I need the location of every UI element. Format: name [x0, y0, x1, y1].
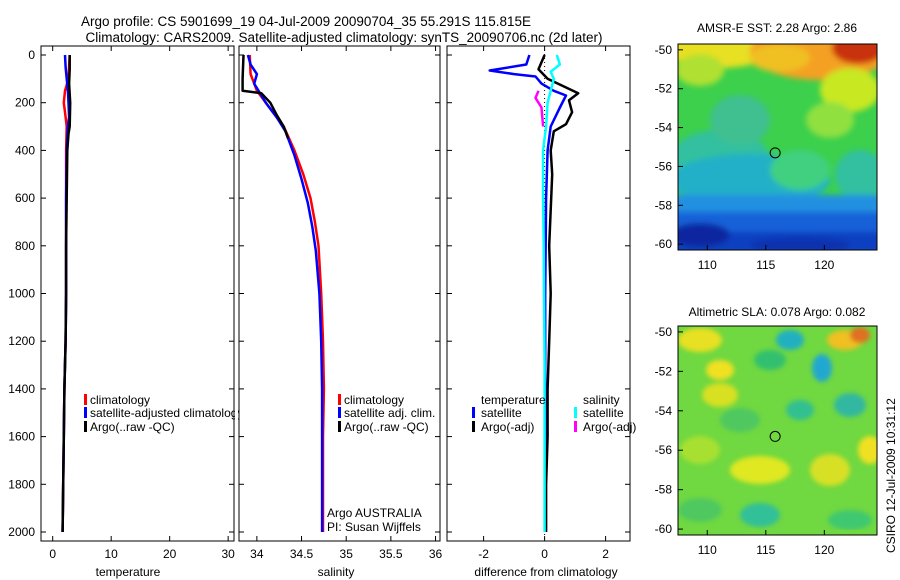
legend-label-sal-satellite: satellite adj. clim. — [344, 406, 435, 420]
map-ytick-label: -56 — [655, 159, 673, 173]
series-line-satellite-adj-clim — [246, 54, 324, 532]
sst-heatmap — [678, 44, 877, 250]
ytick-label: 1800 — [8, 477, 35, 491]
map-xtick-label: 120 — [814, 258, 834, 272]
figure-title-line2: Climatology: CARS2009. Satellite-adjuste… — [85, 30, 602, 45]
map-xtick-label: 110 — [698, 258, 717, 272]
legend-label-argo: Argo(..raw -QC) — [90, 420, 175, 434]
map-xtick-label: 110 — [698, 543, 717, 557]
xtick-label: 35 — [340, 547, 354, 561]
temperature-legend: climatology satellite-adjusted climatolo… — [84, 393, 243, 434]
sst-map-frame — [677, 43, 878, 251]
legend-swatch-sal-satellite — [338, 407, 341, 418]
ytick-label: 1000 — [8, 287, 35, 301]
ytick-label: 0 — [28, 48, 35, 62]
legend-label-climatology: climatology — [90, 393, 150, 407]
ytick-label: 1400 — [8, 382, 35, 396]
legend-swatch-sal-argo — [338, 421, 341, 432]
argo-program-label: Argo AUSTRALIA — [327, 506, 422, 520]
salinity-panel: 34 34.5 35 35.5 36 salinity climatology sate… — [238, 45, 443, 579]
xtick-label: 20 — [163, 547, 177, 561]
salinity-xlabel: salinity — [318, 565, 355, 579]
argo-float-marker-sst — [769, 147, 781, 159]
map-ytick-label: -60 — [655, 237, 673, 251]
difference-legend: temperature satellite Argo(-adj) salinit… — [472, 393, 636, 434]
ytick-label: 800 — [15, 239, 35, 253]
sla-map-title: Altimetric SLA: 0.078 Argo: 0.082 — [689, 305, 866, 319]
xtick-label: 34.5 — [290, 547, 314, 561]
map-ytick-label: -50 — [655, 43, 673, 57]
temperature-panel: 0 10 20 30 0 200 400 600 800 1000 1200 1400 1600 1800… — [8, 45, 243, 579]
map-ytick-label: -58 — [655, 198, 673, 212]
legend-swatch-temp-satellite — [472, 407, 475, 418]
map-ytick-label: -60 — [655, 522, 673, 536]
legend-swatch-sal-argo-diff — [574, 421, 577, 432]
csiro-timestamp: CSIRO 12-Jul-2009 10:31:12 — [884, 398, 898, 553]
salinity-legend: climatology satellite adj. clim. Argo(..… — [338, 393, 435, 434]
ytick-label: 1600 — [8, 430, 35, 444]
xtick-label: 36 — [429, 547, 443, 561]
legend-swatch-satellite-adjusted — [84, 407, 87, 418]
legend-label-temp-argo: Argo(-adj) — [481, 420, 534, 434]
series-line-temperature-satellite — [488, 54, 568, 532]
ytick-label: 1200 — [8, 334, 35, 348]
legend-label-sal-argo: Argo(..raw -QC) — [344, 420, 429, 434]
difference-axes-box — [446, 45, 631, 542]
series-line-salinity-argo-adj — [534, 90, 545, 127]
legend-label-sal-argo-diff: Argo(-adj) — [583, 420, 636, 434]
temperature-xlabel: temperature — [96, 565, 161, 579]
map-ytick-label: -54 — [655, 121, 673, 135]
principal-investigator-label: PI: Susan Wijffels — [327, 520, 421, 534]
map-xtick-label: 115 — [756, 543, 775, 557]
argo-float-marker-sla — [769, 430, 781, 442]
map-ytick-label: -52 — [655, 364, 673, 378]
difference-xlabel: difference from climatology — [474, 565, 617, 579]
salinity-axes-box — [238, 45, 441, 542]
sst-map-title: AMSR-E SST: 2.28 Argo: 2.86 — [697, 21, 857, 35]
xtick-label: -2 — [478, 547, 489, 561]
legend-swatch-temp-argo — [472, 421, 475, 432]
ytick-label: 600 — [15, 191, 35, 205]
ytick-label: 200 — [15, 96, 35, 110]
series-line-argo-raw-qc — [61, 55, 72, 533]
sla-map-frame — [677, 325, 878, 536]
figure-title-line1: Argo profile: CS 5901699_19 04-Jul-2009 … — [81, 14, 531, 29]
series-line-salinity-satellite — [541, 54, 562, 532]
legend-swatch-climatology — [84, 394, 87, 405]
sla-map-panel: Altimetric SLA: 0.078 Argo: 0.082 — [655, 305, 878, 557]
xtick-label: 0 — [541, 547, 548, 561]
xtick-label: 30 — [221, 547, 235, 561]
legend-header-temperature: temperature — [481, 393, 546, 407]
sla-heatmap — [678, 326, 877, 535]
xtick-label: 10 — [105, 547, 119, 561]
xtick-label: 34 — [250, 547, 264, 561]
difference-panel: -2 0 2 difference from climatology tempera… — [446, 45, 636, 579]
legend-swatch-argo — [84, 421, 87, 432]
map-ytick-label: -50 — [655, 325, 673, 339]
legend-label-sal-satellite-diff: satellite — [583, 406, 624, 420]
map-xtick-label: 120 — [814, 543, 834, 557]
legend-label-satellite-adjusted: satellite-adjusted climatology — [90, 406, 243, 420]
sst-map-panel: AMSR-E SST: 2.28 Argo: 2.86 — [655, 21, 878, 272]
xtick-label: 0 — [49, 547, 56, 561]
ytick-label: 2000 — [8, 525, 35, 539]
legend-swatch-sal-satellite-diff — [574, 407, 577, 418]
xtick-label: 2 — [602, 547, 609, 561]
legend-label-temp-satellite: satellite — [481, 406, 522, 420]
ytick-label: 400 — [15, 143, 35, 157]
series-line-temperature-argo-adj — [537, 54, 580, 532]
series-line-argo-raw-qc — [241, 54, 290, 139]
map-ytick-label: -54 — [655, 404, 673, 418]
xtick-label: 35.5 — [379, 547, 403, 561]
map-xtick-label: 115 — [756, 258, 775, 272]
legend-label-sal-climatology: climatology — [344, 393, 404, 407]
map-ytick-label: -52 — [655, 82, 673, 96]
map-ytick-label: -56 — [655, 443, 673, 457]
legend-swatch-sal-climatology — [338, 394, 341, 405]
map-ytick-label: -58 — [655, 483, 673, 497]
legend-header-salinity: salinity — [583, 393, 620, 407]
